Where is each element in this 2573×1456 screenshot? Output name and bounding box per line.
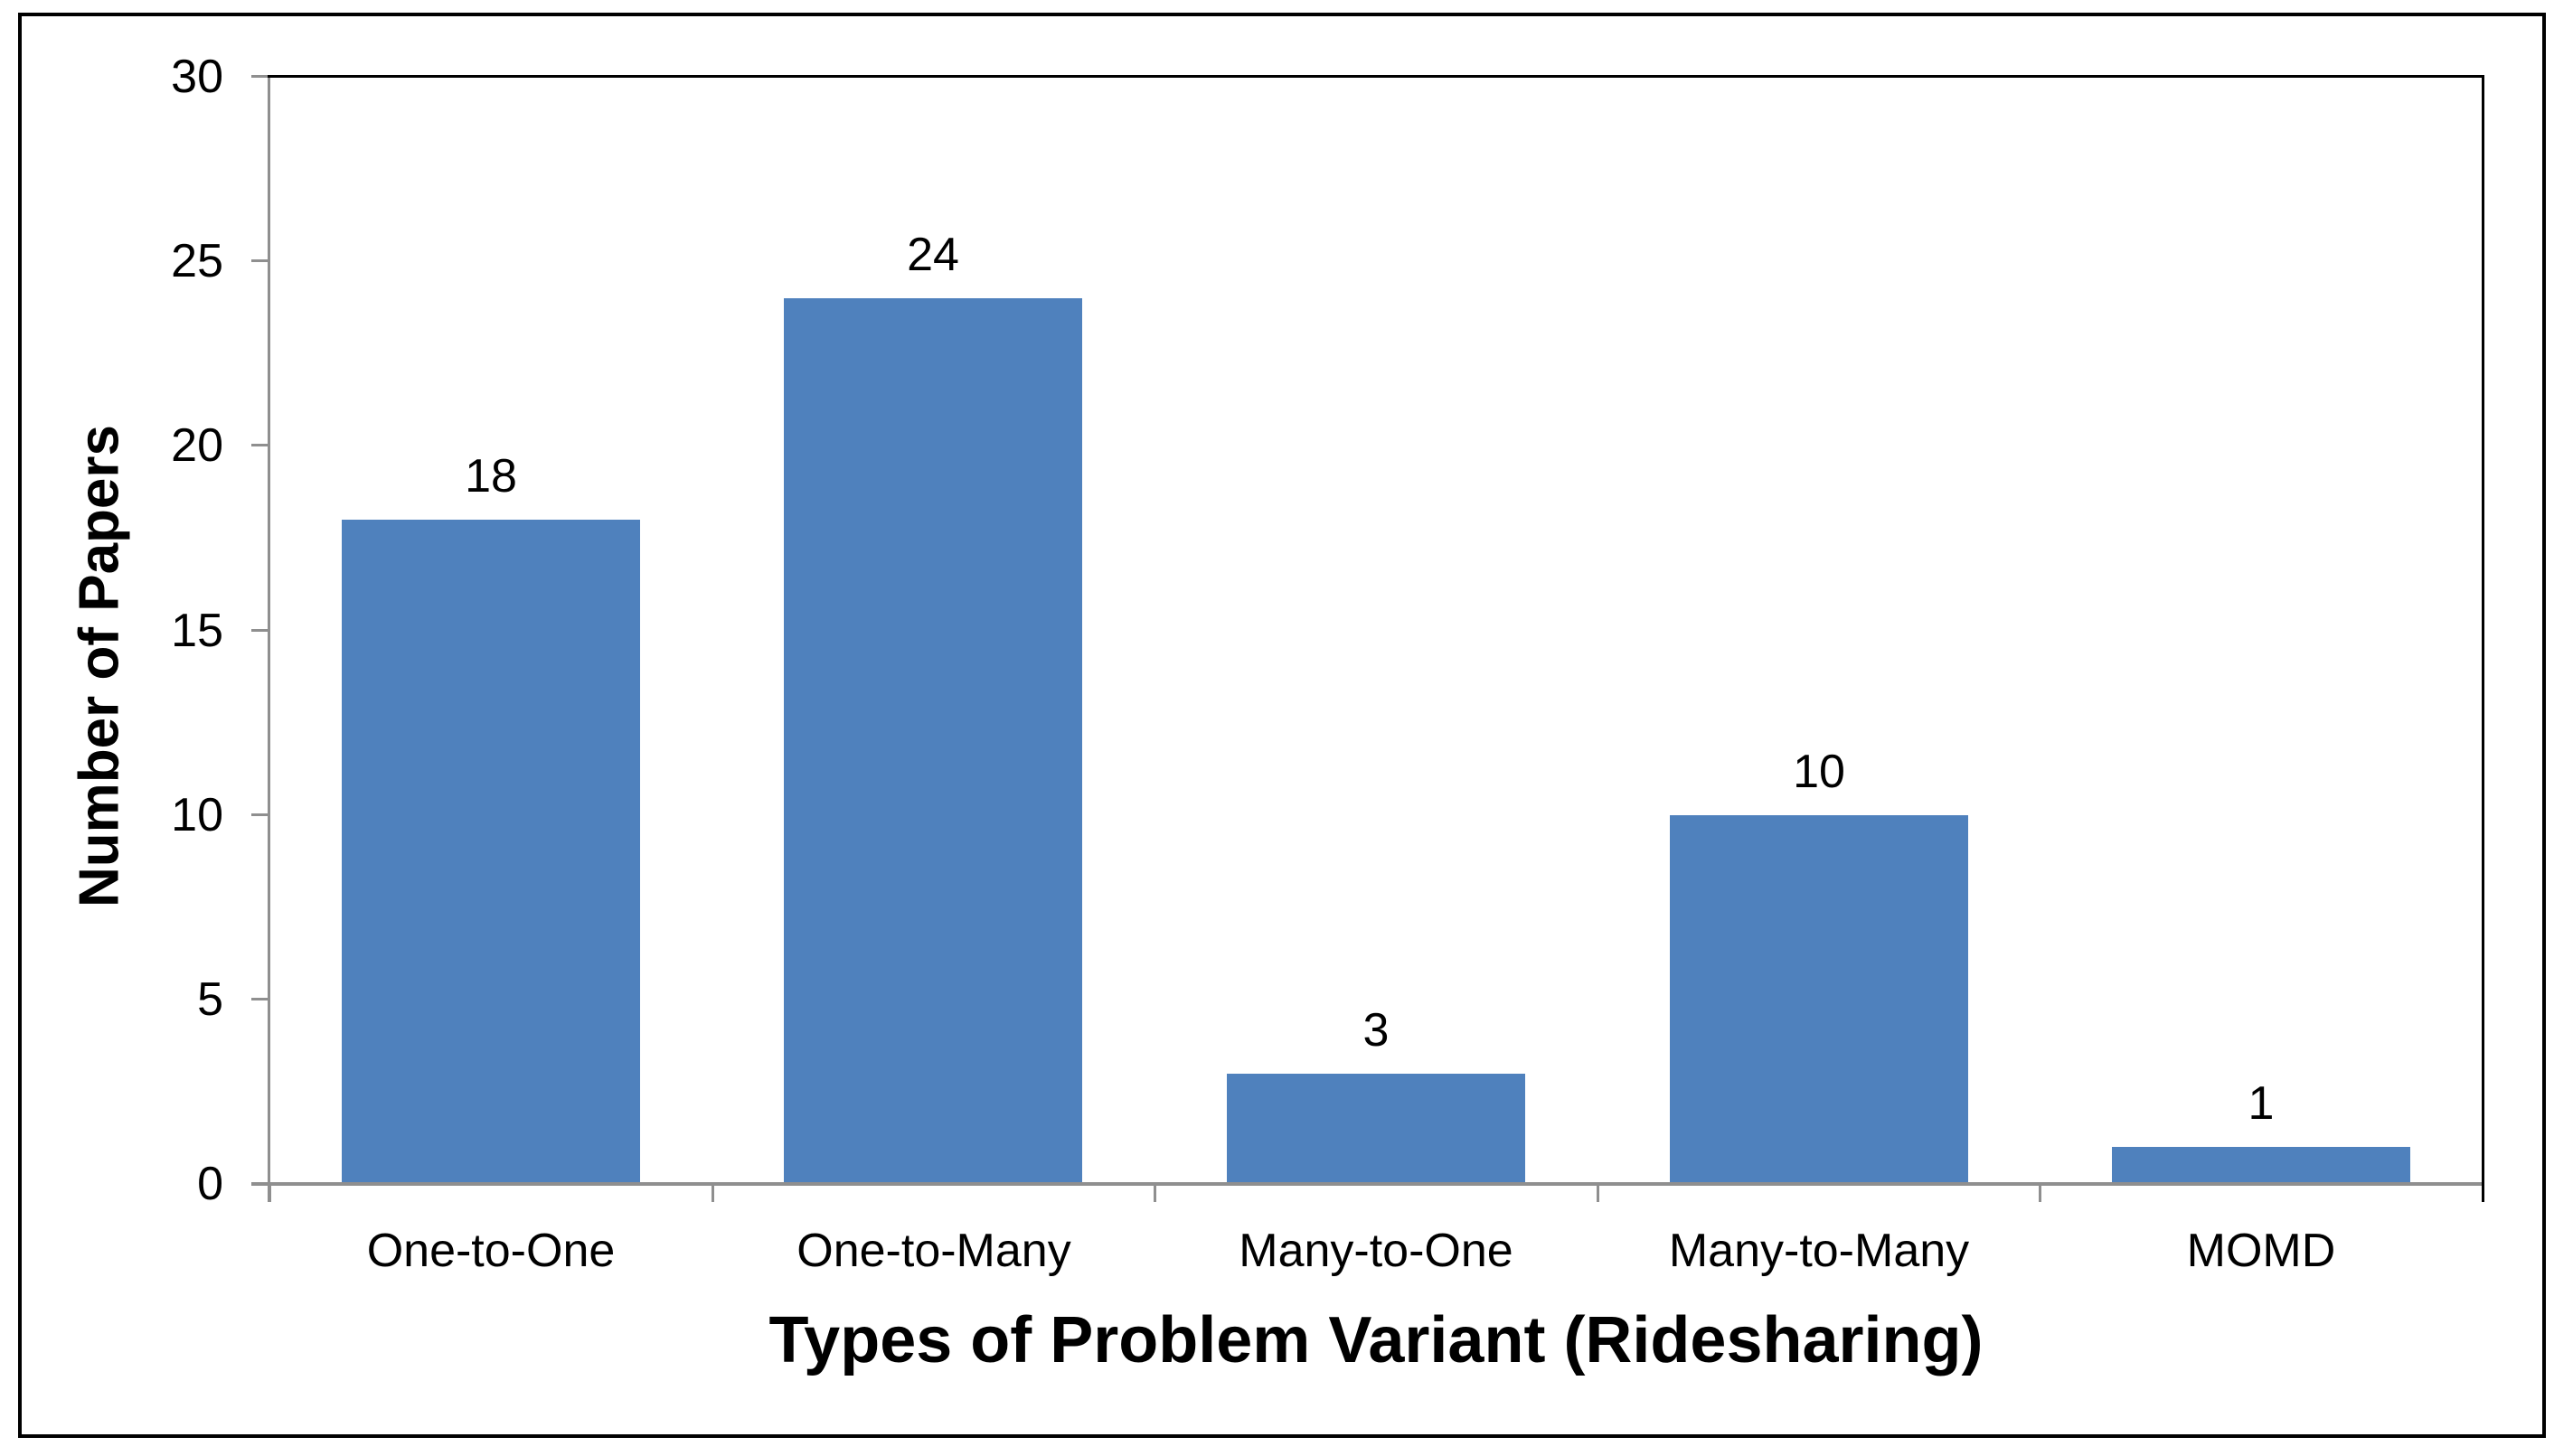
x-axis-tick (712, 1186, 714, 1202)
category-label: Many-to-Many (1668, 1225, 1970, 1277)
y-tick-label: 25 (171, 235, 223, 287)
y-axis-tick (251, 629, 268, 632)
bar (2112, 1147, 2410, 1184)
x-axis-line (251, 1182, 2483, 1186)
y-axis-tick (251, 1182, 268, 1185)
y-tick-label: 5 (197, 973, 223, 1026)
x-axis-title: Types of Problem Variant (Ridesharing) (768, 1304, 1984, 1376)
y-axis-line (268, 75, 270, 1202)
y-tick-label: 20 (171, 419, 223, 472)
y-axis-tick (251, 75, 268, 78)
plot-top-border (268, 75, 2484, 78)
y-tick-label: 0 (197, 1158, 223, 1210)
bar (1227, 1074, 1525, 1185)
category-label: Many-to-One (1239, 1225, 1513, 1277)
y-axis-title: Number of Papers (68, 424, 131, 908)
bar-value-label: 18 (465, 450, 517, 503)
bar (1670, 815, 1968, 1184)
bar-value-label: 10 (1793, 746, 1845, 798)
bar-value-label: 24 (907, 229, 959, 281)
y-axis-tick (251, 259, 268, 262)
bar (784, 298, 1082, 1184)
bar-value-label: 3 (1362, 1004, 1390, 1057)
category-label: One-to-Many (796, 1225, 1071, 1277)
plot-right-border (2482, 75, 2484, 1202)
y-tick-label: 30 (171, 51, 223, 103)
x-axis-tick (1154, 1186, 1156, 1202)
bar-value-label: 1 (2248, 1077, 2275, 1130)
y-axis-tick (251, 998, 268, 1000)
y-tick-label: 15 (171, 605, 223, 657)
x-axis-tick (1597, 1186, 1599, 1202)
x-axis-tick (269, 1186, 271, 1202)
category-label: One-to-One (366, 1225, 616, 1277)
bar (342, 520, 640, 1184)
y-axis-tick (251, 813, 268, 816)
y-axis-tick (251, 444, 268, 446)
category-label: MOMD (2186, 1225, 2336, 1277)
x-axis-tick (2039, 1186, 2041, 1202)
y-tick-label: 10 (171, 789, 223, 841)
